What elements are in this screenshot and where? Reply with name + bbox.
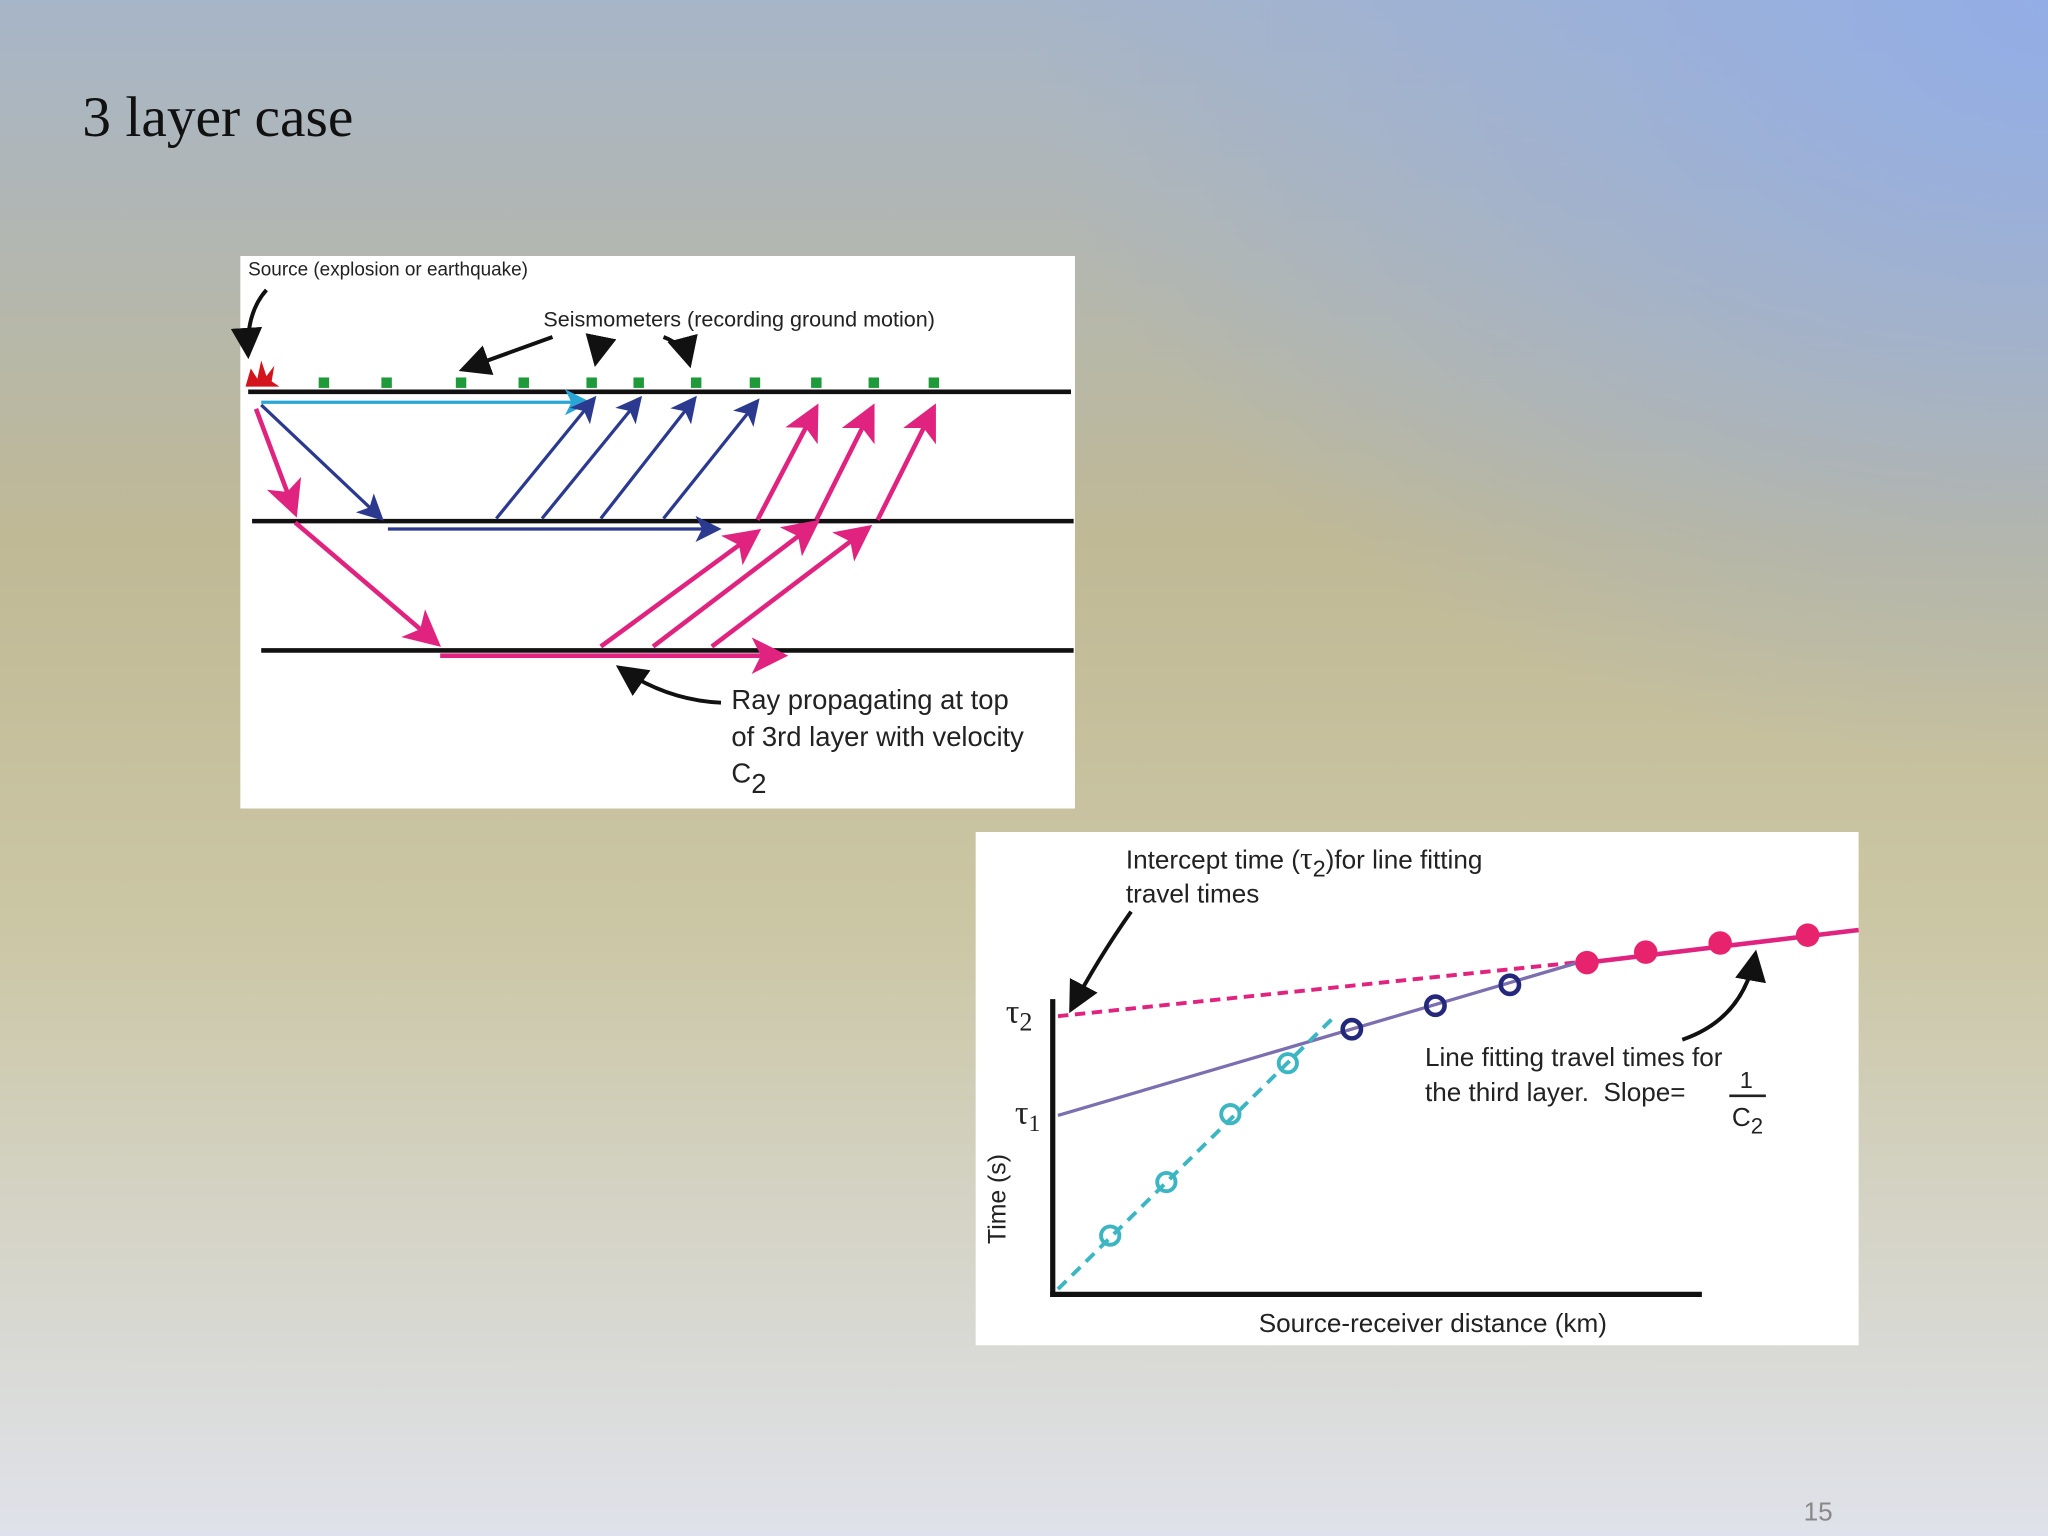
intercept-label: travel times <box>1126 879 1259 909</box>
travel-time-figure: Intercept time (τ2)for line fitting trav… <box>975 832 1859 1346</box>
subscript: 2 <box>1313 855 1326 881</box>
page-number: 15 <box>1804 1496 1833 1526</box>
symbol: C <box>1732 1102 1751 1132</box>
slope-numerator: 1 <box>1740 1067 1753 1093</box>
ray-label: of 3rd layer with velocity <box>731 721 1024 752</box>
tau1-label: τ1 <box>1015 1094 1040 1137</box>
symbol: τ <box>1300 841 1313 876</box>
velocity-label: C2 <box>731 757 766 798</box>
fit-label: the third layer. Slope= <box>1425 1077 1686 1107</box>
source-label: Source (explosion or earthquake) <box>248 260 528 281</box>
subscript: 2 <box>1751 1114 1763 1139</box>
symbol: τ <box>1015 1094 1029 1131</box>
x-axis-label: Source-receiver distance (km) <box>1259 1308 1607 1338</box>
y-axis-label: Time (s) <box>985 1154 1012 1244</box>
subscript: 2 <box>751 768 766 799</box>
tau2-label: τ2 <box>1006 994 1033 1037</box>
slide-title: 3 layer case <box>82 86 353 149</box>
subscript: 2 <box>1019 1008 1032 1037</box>
subscript: 1 <box>1028 1111 1040 1137</box>
intercept-label: Intercept time (τ2)for line fitting <box>1126 841 1483 882</box>
text: )for line fitting <box>1326 845 1483 875</box>
symbol: C <box>731 757 751 788</box>
slope-denominator: C2 <box>1732 1102 1763 1139</box>
fit-label: Line fitting travel times for <box>1425 1042 1723 1072</box>
ray-figure: Source (explosion or earthquake) Seismom… <box>230 256 1075 809</box>
seismometer-label: Seismometers (recording ground motion) <box>543 307 935 332</box>
text: Intercept time ( <box>1126 845 1300 875</box>
ray-label: Ray propagating at top <box>731 684 1008 715</box>
symbol: τ <box>1006 994 1020 1031</box>
